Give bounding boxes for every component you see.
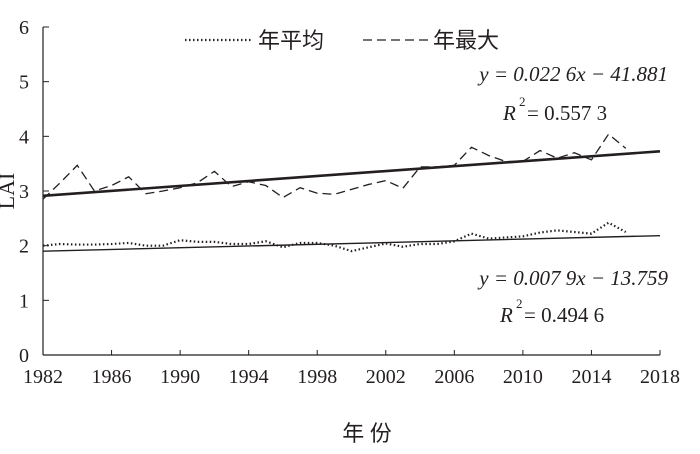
x-tick-label: 2010 — [503, 366, 543, 388]
x-tick-label: 1998 — [297, 366, 337, 388]
legend: 年平均 年最大 — [185, 28, 499, 53]
x-tick-label: 1990 — [160, 366, 200, 388]
x-tick-label: 1982 — [23, 366, 63, 388]
trend-annotation-max: y = 0.022 6x − 41.881 R 2 = 0.557 3 — [477, 62, 668, 125]
y-tick-label: 0 — [19, 345, 29, 367]
trend-annotation-mean: y = 0.007 9x − 13.759 R 2 = 0.494 6 — [477, 266, 668, 327]
series-line-mean — [42, 221, 627, 253]
x-tick-label: 1986 — [92, 366, 132, 388]
y-axis-label: LAI — [0, 173, 19, 210]
r2-superscript-mean: 2 — [516, 296, 523, 311]
r2-symbol-max: R — [502, 101, 516, 125]
equation-max: y = 0.022 6x − 41.881 — [477, 62, 668, 86]
legend-label-max: 年最大 — [433, 28, 499, 53]
r2-symbol-mean: R — [499, 303, 513, 327]
r2-superscript-max: 2 — [519, 94, 526, 109]
y-tick-label: 2 — [19, 236, 29, 258]
y-tick-label: 5 — [19, 72, 29, 94]
x-tick-label: 2006 — [434, 366, 474, 388]
y-tick-label: 3 — [19, 181, 29, 203]
legend-label-mean: 年平均 — [258, 28, 324, 53]
x-tick-label: 2014 — [571, 366, 611, 388]
r2-value-max: = 0.557 3 — [527, 101, 607, 125]
y-tick-label: 4 — [19, 126, 29, 148]
r2-value-mean: = 0.494 6 — [524, 303, 604, 327]
x-tick-label: 2002 — [366, 366, 406, 388]
trendline-mean — [42, 234, 661, 252]
equation-mean: y = 0.007 9x − 13.759 — [477, 266, 668, 290]
x-tick-label: 1994 — [229, 366, 269, 388]
trendline-max — [42, 150, 661, 198]
y-tick-label: 1 — [19, 290, 29, 312]
x-tick-label: 2018 — [640, 366, 680, 388]
y-tick-label: 6 — [19, 17, 29, 39]
x-axis-label: 年 份 — [342, 421, 392, 446]
